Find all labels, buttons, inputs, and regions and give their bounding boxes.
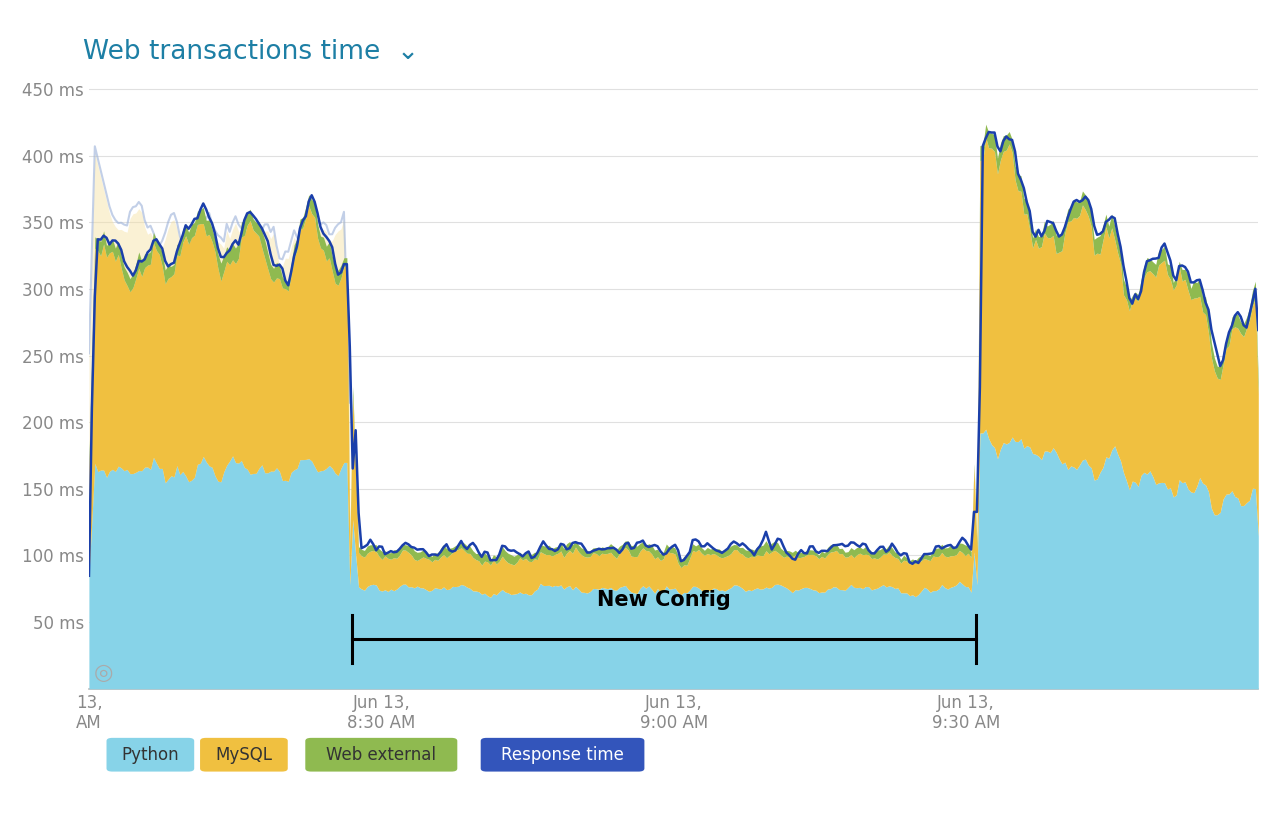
Text: New Config: New Config <box>597 591 731 610</box>
Text: MySQL: MySQL <box>215 746 272 764</box>
FancyBboxPatch shape <box>107 738 194 772</box>
FancyBboxPatch shape <box>305 738 458 772</box>
FancyBboxPatch shape <box>480 738 644 772</box>
Text: Python: Python <box>122 746 179 764</box>
Text: Web external: Web external <box>327 746 436 764</box>
Text: Web transactions time  ⌄: Web transactions time ⌄ <box>83 39 419 65</box>
FancyBboxPatch shape <box>200 738 287 772</box>
Text: ◎: ◎ <box>94 663 113 683</box>
Text: Response time: Response time <box>501 746 624 764</box>
